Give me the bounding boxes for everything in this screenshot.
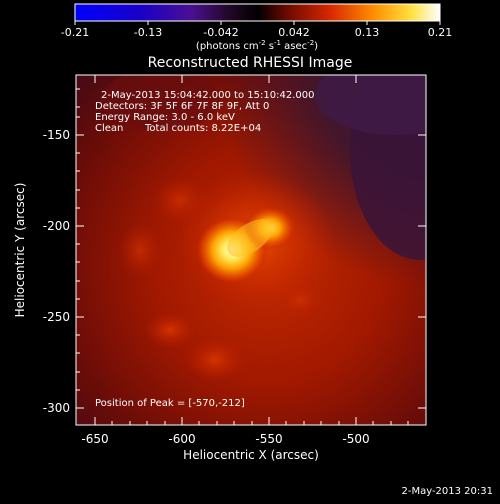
y-axis-label: Heliocentric Y (arcsec): [13, 183, 27, 318]
colorbar: [74, 3, 441, 22]
y-tick-label: -200: [43, 219, 70, 233]
x-axis-label: Heliocentric X (arcsec): [183, 448, 319, 462]
render-timestamp: 2-May-2013 20:31: [401, 486, 493, 497]
rhessi-image: [76, 75, 426, 425]
x-tick-label: -550: [255, 432, 282, 446]
y-tick-label: -300: [43, 401, 70, 415]
colorbar-tick-label: 0.13: [355, 26, 380, 39]
x-axis-ticks: [94, 75, 409, 425]
x-tick-label: -650: [81, 432, 108, 446]
colorbar-tick-label: -0.13: [134, 26, 162, 39]
page-title: Reconstructed RHESSI Image: [148, 55, 353, 71]
time-range: 2-May-2013 15:04:42.000 to 15:10:42.000: [101, 90, 314, 101]
y-tick-label: -150: [43, 128, 70, 142]
peak-position: Position of Peak = [-570,-212]: [95, 398, 245, 409]
method: Clean: [95, 123, 123, 134]
x-tick-label: -600: [168, 432, 195, 446]
total-counts: Total counts: 8.22E+04: [144, 123, 261, 134]
plot-frame: [75, 74, 427, 426]
colorbar-tick-label: 0.21: [428, 26, 453, 39]
colorbar-tick-label: -0.042: [203, 26, 238, 39]
energy-range: Energy Range: 3.0 - 6.0 keV: [95, 112, 235, 123]
x-tick-label: -500: [342, 432, 369, 446]
colorbar-tick-label: 0.042: [278, 26, 310, 39]
colorbar-tick-label: -0.21: [61, 26, 89, 39]
colorbar-ticks: [74, 21, 441, 25]
colorbar-units: (photons cm-2 s-1 asec-2): [196, 39, 318, 52]
y-tick-label: -250: [43, 310, 70, 324]
detectors: Detectors: 3F 5F 6F 7F 8F 9F, Att 0: [95, 101, 269, 112]
y-axis-ticks: [76, 88, 426, 409]
